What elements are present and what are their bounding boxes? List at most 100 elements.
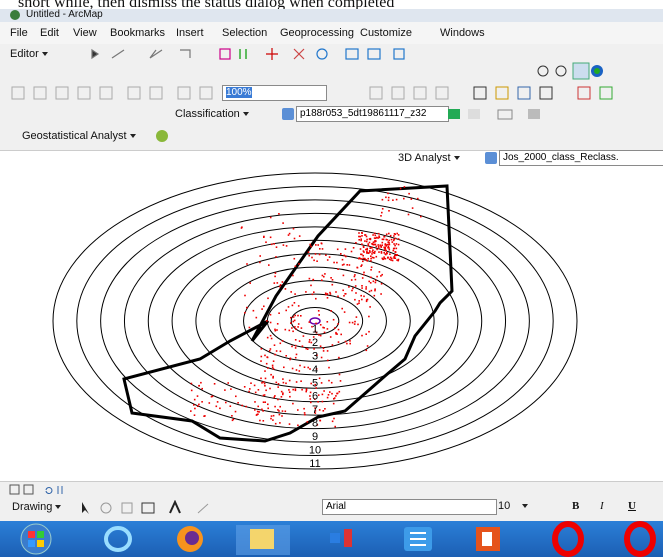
classified-pixel	[328, 379, 330, 382]
classified-pixel	[266, 336, 269, 339]
drawing-menu[interactable]: Drawing	[12, 501, 62, 513]
classification-label: Classification	[175, 108, 240, 120]
classified-pixel	[387, 199, 390, 202]
3d-analyst-menu[interactable]: 3D Analyst	[398, 152, 460, 164]
classified-pixel	[305, 389, 308, 391]
classified-pixel	[372, 249, 374, 251]
classified-pixel	[274, 275, 276, 278]
classified-pixel	[322, 410, 325, 412]
classified-pixel	[321, 248, 324, 250]
ring-label: 2	[312, 337, 318, 349]
classification-layer-combo[interactable]: p188r053_5dt19861117_z32	[296, 106, 449, 122]
classified-pixel	[275, 256, 277, 258]
font-combo[interactable]: Arial	[322, 499, 497, 515]
classified-pixel	[395, 198, 398, 201]
classified-pixel	[366, 250, 368, 253]
classified-pixel	[370, 276, 372, 279]
classified-pixel	[383, 256, 385, 258]
classified-pixel	[371, 246, 373, 249]
bold-button[interactable]: B	[572, 500, 580, 512]
menu-item[interactable]: Selection	[222, 27, 268, 39]
layer-icon	[282, 108, 294, 120]
classified-pixel	[313, 291, 315, 293]
classified-pixel	[397, 234, 400, 236]
classified-pixel	[273, 243, 275, 245]
classified-pixel	[317, 394, 320, 396]
menu-item[interactable]: Edit	[40, 27, 59, 39]
classified-pixel	[273, 344, 276, 346]
font-size: 10	[498, 500, 511, 512]
editor-menu[interactable]: Editor	[10, 48, 48, 60]
geostatistical-menu[interactable]: Geostatistical Analyst	[22, 130, 136, 142]
classified-pixel	[397, 243, 400, 246]
classified-pixel	[385, 245, 387, 247]
classified-pixel	[355, 242, 357, 244]
zoom-combo[interactable]: 100%	[222, 85, 327, 101]
classified-pixel	[263, 394, 266, 396]
italic-button[interactable]: I	[600, 500, 604, 512]
classified-pixel	[343, 295, 345, 297]
menu-item[interactable]: Bookmarks	[110, 27, 166, 39]
geostatistical-label: Geostatistical Analyst	[22, 130, 127, 142]
classified-pixel	[290, 322, 292, 324]
menu-item[interactable]: View	[73, 27, 97, 39]
classified-pixel	[292, 402, 294, 405]
classified-pixel	[307, 366, 309, 369]
classified-pixel	[333, 417, 335, 420]
classified-pixel	[420, 215, 422, 218]
classified-pixel	[332, 402, 335, 405]
classified-pixel	[387, 196, 390, 199]
classified-pixel	[275, 381, 278, 384]
classification-menu[interactable]: Classification	[175, 108, 249, 120]
classified-pixel	[314, 253, 317, 255]
classified-pixel	[388, 243, 391, 246]
classified-pixel	[396, 254, 398, 256]
underline-button[interactable]: U	[628, 500, 636, 512]
classified-pixel	[288, 389, 290, 391]
classified-pixel	[275, 246, 278, 248]
classified-pixel	[378, 236, 381, 239]
classified-pixel	[215, 405, 218, 408]
classified-pixel	[379, 244, 381, 246]
classified-pixel	[254, 391, 257, 394]
classified-pixel	[374, 250, 376, 253]
classified-pixel	[383, 251, 385, 254]
classified-pixel	[308, 254, 310, 257]
classified-pixel	[294, 339, 297, 341]
classified-pixel	[256, 413, 258, 416]
menu-item[interactable]: Customize	[360, 27, 412, 39]
classified-pixel	[309, 368, 311, 370]
classified-pixel	[344, 340, 347, 343]
classified-pixel	[374, 243, 377, 246]
classified-pixel	[325, 254, 327, 256]
menu-item[interactable]: Insert	[176, 27, 204, 39]
classified-pixel	[292, 320, 295, 323]
classified-pixel	[314, 410, 317, 412]
classified-pixel	[190, 382, 193, 385]
classified-pixel	[281, 415, 283, 417]
classified-pixel	[367, 257, 369, 260]
menu-item[interactable]: Windows	[440, 27, 485, 39]
classified-pixel	[305, 291, 307, 293]
classified-pixel	[305, 388, 308, 390]
classified-pixel	[358, 302, 360, 304]
classified-pixel	[276, 323, 279, 325]
menu-item[interactable]: File	[10, 27, 28, 39]
classified-pixel	[317, 244, 319, 246]
classified-pixel	[310, 284, 312, 287]
classified-pixel	[308, 321, 311, 323]
classified-pixel	[361, 253, 363, 256]
size-combo[interactable]: 10	[498, 500, 529, 512]
classified-pixel	[385, 196, 387, 199]
classified-pixel	[246, 306, 248, 309]
classified-pixel	[336, 261, 338, 264]
classified-pixel	[323, 327, 325, 329]
classified-pixel	[276, 282, 279, 284]
classified-pixel	[284, 410, 287, 413]
classified-pixel	[263, 235, 265, 238]
classified-pixel	[294, 389, 297, 392]
3d-layer-combo[interactable]: Jos_2000_class_Reclass.	[499, 150, 663, 166]
classified-pixel	[291, 367, 294, 370]
classified-pixel	[354, 278, 357, 281]
menu-item[interactable]: Geoprocessing	[280, 27, 354, 39]
